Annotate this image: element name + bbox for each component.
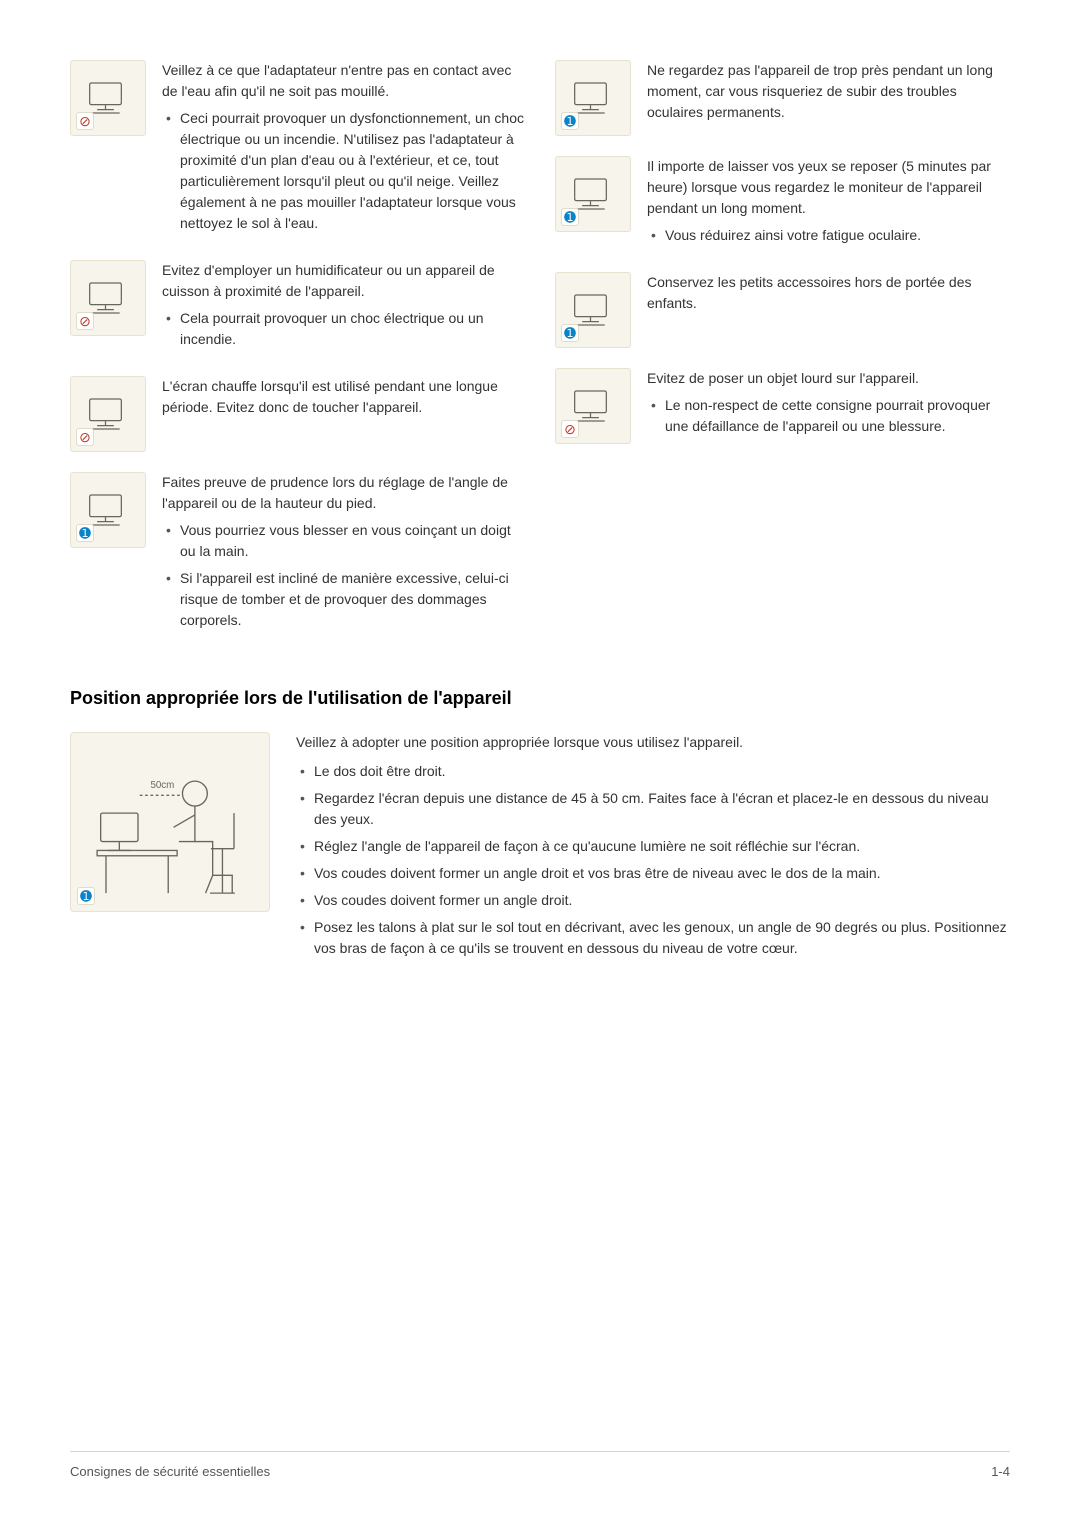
list-item: Vous pourriez vous blesser en vous coinç… (162, 520, 525, 562)
list-item: Vos coudes doivent former un angle droit… (296, 890, 1010, 911)
page-footer: Consignes de sécurité essentielles 1-4 (70, 1451, 1010, 1482)
info-icon: ➊ (561, 208, 579, 226)
posture-bullets: Le dos doit être droit. Regardez l'écran … (296, 761, 1010, 959)
posture-illustration: 50cm ➊ (70, 732, 270, 912)
list-item: Regardez l'écran depuis une distance de … (296, 788, 1010, 830)
info-icon: ➊ (76, 524, 94, 542)
safety-item: ➊ Faites preuve de prudence lors du régla… (70, 472, 525, 637)
safety-illustration: ➊ (555, 272, 631, 348)
info-icon: ➊ (77, 887, 95, 905)
footer-title: Consignes de sécurité essentielles (70, 1462, 270, 1482)
list-item: Le non-respect de cette consigne pourrai… (647, 395, 1010, 437)
safety-item: ⊘ Evitez d'employer un humidificateur ou … (70, 260, 525, 356)
safety-illustration: ➊ (555, 60, 631, 136)
prohibit-icon: ⊘ (561, 420, 579, 438)
safety-bullets: Ceci pourrait provoquer un dysfonctionne… (162, 108, 525, 234)
safety-text: L'écran chauffe lorsqu'il est utilisé pe… (162, 376, 525, 418)
distance-label: 50cm (150, 780, 174, 791)
safety-illustration: ➊ (555, 156, 631, 232)
list-item: Le dos doit être droit. (296, 761, 1010, 782)
safety-text: Evitez d'employer un humidificateur ou u… (162, 260, 525, 302)
list-item: Vous réduirez ainsi votre fatigue oculai… (647, 225, 1010, 246)
safety-item: ➊ Il importe de laisser vos yeux se repos… (555, 156, 1010, 252)
safety-bullets: Vous pourriez vous blesser en vous coinç… (162, 520, 525, 631)
list-item: Si l'appareil est incliné de manière exc… (162, 568, 525, 631)
info-icon: ➊ (561, 112, 579, 130)
section-heading: Position appropriée lors de l'utilisatio… (70, 685, 1010, 712)
safety-text: Faites preuve de prudence lors du réglag… (162, 472, 525, 514)
list-item: Vos coudes doivent former un angle droit… (296, 863, 1010, 884)
safety-bullets: Vous réduirez ainsi votre fatigue oculai… (647, 225, 1010, 246)
safety-text: Ne regardez pas l'appareil de trop près … (647, 60, 1010, 123)
safety-item: ⊘ Veillez à ce que l'adaptateur n'entre p… (70, 60, 525, 240)
safety-grid: ⊘ Veillez à ce que l'adaptateur n'entre p… (70, 60, 1010, 657)
prohibit-icon: ⊘ (76, 112, 94, 130)
posture-intro: Veillez à adopter une position approprié… (296, 732, 1010, 753)
safety-item: ⊘ Evitez de poser un objet lourd sur l'ap… (555, 368, 1010, 444)
list-item: Posez les talons à plat sur le sol tout … (296, 917, 1010, 959)
safety-item: ➊ Ne regardez pas l'appareil de trop près… (555, 60, 1010, 136)
list-item: Cela pourrait provoquer un choc électriq… (162, 308, 525, 350)
safety-item: ⊘ L'écran chauffe lorsqu'il est utilisé p… (70, 376, 525, 452)
info-icon: ➊ (561, 324, 579, 342)
prohibit-icon: ⊘ (76, 312, 94, 330)
prohibit-icon: ⊘ (76, 428, 94, 446)
safety-item: ➊ Conservez les petits accessoires hors d… (555, 272, 1010, 348)
page-number: 1-4 (991, 1462, 1010, 1482)
safety-illustration: ⊘ (70, 260, 146, 336)
posture-block: 50cm ➊ Veillez à adopter une position ap… (70, 732, 1010, 965)
safety-text: Il importe de laisser vos yeux se repose… (647, 156, 1010, 219)
safety-bullets: Le non-respect de cette consigne pourrai… (647, 395, 1010, 437)
safety-bullets: Cela pourrait provoquer un choc électriq… (162, 308, 525, 350)
list-item: Réglez l'angle de l'appareil de façon à … (296, 836, 1010, 857)
safety-text: Evitez de poser un objet lourd sur l'app… (647, 368, 1010, 389)
safety-illustration: ⊘ (70, 60, 146, 136)
safety-illustration: ➊ (70, 472, 146, 548)
safety-text: Conservez les petits accessoires hors de… (647, 272, 1010, 314)
safety-illustration: ⊘ (70, 376, 146, 452)
safety-text: Veillez à ce que l'adaptateur n'entre pa… (162, 60, 525, 102)
safety-illustration: ⊘ (555, 368, 631, 444)
list-item: Ceci pourrait provoquer un dysfonctionne… (162, 108, 525, 234)
